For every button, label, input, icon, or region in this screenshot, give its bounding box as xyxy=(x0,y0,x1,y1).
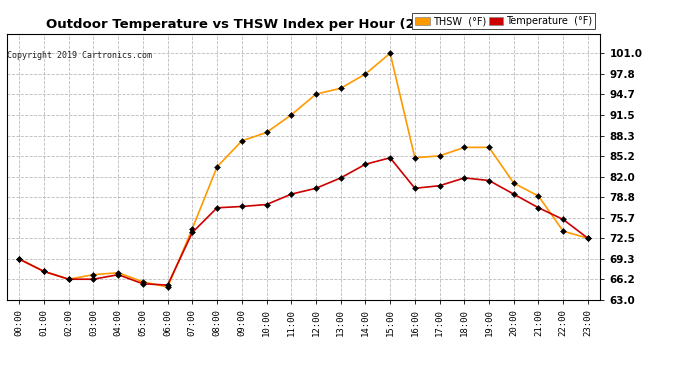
Legend: THSW  (°F), Temperature  (°F): THSW (°F), Temperature (°F) xyxy=(413,13,595,29)
Title: Outdoor Temperature vs THSW Index per Hour (24 Hours)  20190819: Outdoor Temperature vs THSW Index per Ho… xyxy=(46,18,562,31)
Text: Copyright 2019 Cartronics.com: Copyright 2019 Cartronics.com xyxy=(7,51,152,60)
